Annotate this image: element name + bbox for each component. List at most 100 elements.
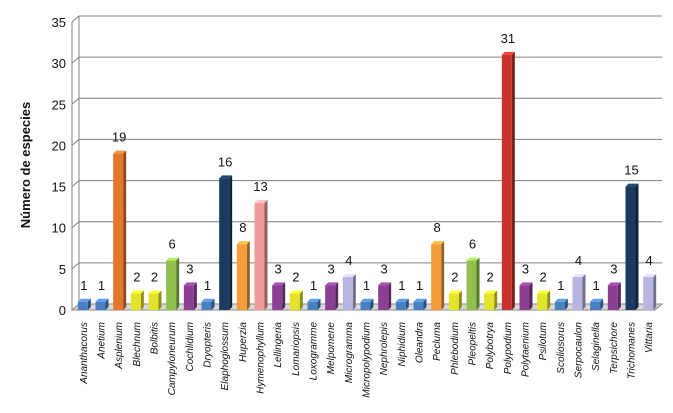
bar-front bbox=[431, 244, 442, 310]
bar-side bbox=[511, 51, 515, 311]
bar-front bbox=[342, 277, 353, 310]
bar-front bbox=[272, 285, 283, 310]
bar-side bbox=[264, 200, 268, 310]
bar-front bbox=[572, 277, 583, 310]
bar-top bbox=[77, 298, 91, 302]
bar-side bbox=[282, 282, 286, 310]
bar bbox=[272, 282, 286, 310]
bar-top bbox=[166, 257, 180, 261]
bar-side bbox=[299, 290, 303, 310]
bar-side bbox=[582, 274, 586, 310]
bar-front bbox=[113, 153, 124, 310]
bar bbox=[113, 150, 127, 310]
bar-side bbox=[405, 298, 409, 310]
data-label: 19 bbox=[112, 130, 126, 145]
x-tick-label: Psilotum bbox=[538, 322, 549, 360]
bar-top bbox=[643, 274, 657, 278]
bar-side bbox=[441, 241, 445, 310]
bar-front bbox=[183, 285, 194, 310]
bar bbox=[572, 274, 586, 310]
data-label: 4 bbox=[646, 253, 653, 268]
bar-side bbox=[388, 282, 392, 310]
bar bbox=[643, 274, 657, 310]
data-label: 16 bbox=[218, 154, 232, 169]
bar-front bbox=[413, 301, 424, 310]
bar-front bbox=[166, 260, 177, 310]
bar-top bbox=[148, 290, 162, 294]
bar-front bbox=[307, 301, 318, 310]
bar-front bbox=[95, 301, 106, 310]
bar-front bbox=[466, 260, 477, 310]
data-label: 6 bbox=[469, 237, 476, 252]
y-tick-labels: 0 5 10 15 20 25 30 35 bbox=[52, 15, 66, 318]
x-tick-label: Anetium bbox=[97, 322, 108, 360]
bar-top bbox=[501, 51, 515, 55]
bar bbox=[484, 290, 498, 310]
bar-side bbox=[617, 282, 621, 310]
bar-side bbox=[140, 290, 144, 310]
bar-top bbox=[201, 298, 215, 302]
y-tick-label: 25 bbox=[52, 97, 66, 112]
bar-top bbox=[342, 274, 356, 278]
x-tick-label: Blechnum bbox=[132, 322, 143, 366]
bar-top bbox=[254, 200, 268, 204]
data-label: 3 bbox=[186, 261, 193, 276]
bar-side bbox=[547, 290, 551, 310]
gridline-depth bbox=[71, 262, 80, 270]
back-wall bbox=[79, 16, 662, 304]
bar-top bbox=[519, 282, 533, 286]
bar bbox=[183, 282, 197, 310]
data-label: 3 bbox=[610, 261, 617, 276]
data-label: 1 bbox=[310, 278, 317, 293]
bar-front bbox=[201, 301, 212, 310]
axes bbox=[71, 16, 80, 310]
bar-top bbox=[413, 298, 427, 302]
bar bbox=[325, 282, 339, 310]
x-tick-label: Pleopeltis bbox=[468, 322, 479, 365]
data-label: 2 bbox=[151, 270, 158, 285]
gridline-depth bbox=[71, 15, 80, 23]
data-label: 3 bbox=[275, 261, 282, 276]
bar-side bbox=[229, 175, 233, 310]
x-tick-label: Selaginella bbox=[591, 322, 602, 371]
data-label: 4 bbox=[575, 253, 582, 268]
bar-side bbox=[653, 274, 657, 310]
bar-side bbox=[352, 274, 356, 310]
data-label: 2 bbox=[451, 270, 458, 285]
gridline-depth bbox=[71, 97, 80, 105]
data-label: 1 bbox=[398, 278, 405, 293]
bar bbox=[378, 282, 392, 310]
x-tick-label: Terpsichore bbox=[609, 322, 620, 374]
bar-side bbox=[529, 282, 533, 310]
bar-top bbox=[554, 298, 568, 302]
bar-side bbox=[564, 298, 568, 310]
bar bbox=[219, 175, 233, 310]
bar bbox=[201, 298, 215, 310]
bar-front bbox=[130, 293, 141, 310]
bar bbox=[77, 298, 91, 310]
x-tick-label: Polytaenium bbox=[521, 322, 532, 377]
bar bbox=[289, 290, 303, 310]
bar-side bbox=[458, 290, 462, 310]
x-tick-label: Cochlidium bbox=[185, 322, 196, 371]
bar bbox=[501, 51, 515, 311]
data-label: 1 bbox=[204, 278, 211, 293]
data-label: 1 bbox=[557, 278, 564, 293]
bar-side bbox=[476, 257, 480, 310]
gridline-depth bbox=[71, 139, 80, 146]
data-label: 3 bbox=[381, 261, 388, 276]
bar-top bbox=[183, 282, 197, 286]
bar-front bbox=[219, 178, 230, 310]
bar-side bbox=[423, 298, 427, 310]
bar-front bbox=[289, 293, 300, 310]
bar-side bbox=[317, 298, 321, 310]
bar-top bbox=[289, 290, 303, 294]
bar bbox=[431, 241, 445, 310]
x-tick-label: Loxogramme bbox=[309, 322, 320, 381]
bar-front bbox=[360, 301, 371, 310]
bar-side bbox=[105, 298, 109, 310]
bar bbox=[130, 290, 144, 310]
bar-front bbox=[325, 285, 336, 310]
x-tick-label: Asplenium bbox=[114, 322, 125, 370]
